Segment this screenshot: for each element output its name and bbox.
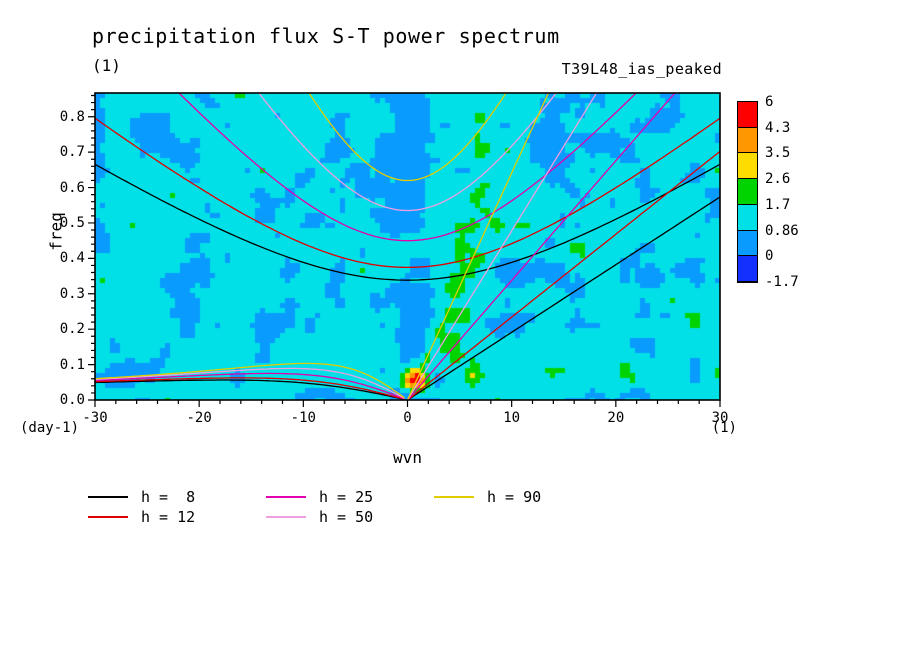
legend-label: h = 12 bbox=[141, 508, 196, 526]
colorbar-label: 6 bbox=[765, 94, 774, 110]
legend-label: h = 50 bbox=[319, 508, 374, 526]
y-tick-label: 0.0 bbox=[59, 392, 85, 408]
colorbar-label: 3.5 bbox=[765, 145, 791, 162]
y-tick-label: 0.1 bbox=[59, 356, 85, 373]
x-tick-label: 20 bbox=[607, 410, 625, 426]
colorbar-label: -1.7 bbox=[765, 274, 799, 290]
legend-label: h = 90 bbox=[487, 488, 542, 506]
y-axis-unit: (day-1) bbox=[20, 420, 80, 436]
legend-label: h = 25 bbox=[319, 488, 374, 506]
colorbar: 6 4.3 3.5 2.6 1.7 0.86 0 -1.7 bbox=[737, 94, 799, 290]
x-tick-label: -10 bbox=[290, 410, 316, 426]
y-tick-label: 0.3 bbox=[59, 285, 85, 302]
x-tick-label: 30 bbox=[711, 410, 729, 426]
legend-entry: h = 90 bbox=[434, 488, 542, 506]
colorbar-label: 4.3 bbox=[765, 119, 791, 136]
legend-entry: h = 25 bbox=[266, 488, 374, 506]
colorbar-cell bbox=[738, 230, 757, 257]
legend-label: h = 8 bbox=[141, 488, 196, 506]
x-axis-label: wvn bbox=[393, 448, 422, 467]
colorbar-cell bbox=[738, 204, 757, 231]
x-axis-unit: (1) bbox=[711, 420, 737, 436]
legend-entry: h = 8 bbox=[88, 488, 196, 506]
x-tick-label: 0 bbox=[403, 410, 412, 426]
colorbar-cell bbox=[738, 256, 757, 282]
legend-entry: h = 50 bbox=[266, 508, 374, 526]
colorbar-cell bbox=[738, 102, 757, 128]
colorbar-cell bbox=[738, 127, 757, 154]
colorbar-cell bbox=[738, 153, 757, 180]
x-tick-label: -30 bbox=[82, 410, 108, 426]
legend-line bbox=[266, 496, 306, 498]
y-tick-label: 0.8 bbox=[59, 108, 85, 125]
colorbar-label: 0.86 bbox=[765, 222, 799, 239]
chart-title-unit: (1) bbox=[92, 56, 121, 75]
colorbar-label: 1.7 bbox=[765, 196, 791, 213]
chart-title: precipitation flux S-T power spectrum bbox=[92, 24, 560, 48]
legend-line bbox=[88, 496, 128, 498]
legend-line bbox=[266, 516, 306, 518]
legend-entry: h = 12 bbox=[88, 508, 196, 526]
colorbar-cell bbox=[738, 179, 757, 205]
colorbar-label: 2.6 bbox=[765, 171, 791, 188]
legend-line bbox=[434, 496, 474, 498]
y-tick-label: 0.5 bbox=[59, 214, 85, 231]
legend-line bbox=[88, 516, 128, 518]
run-label: T39L48_ias_peaked bbox=[561, 60, 722, 78]
y-tick-label: 0.6 bbox=[59, 179, 85, 196]
x-tick-label: -20 bbox=[186, 410, 212, 426]
x-tick-label: 10 bbox=[503, 410, 521, 426]
colorbar-label: 0 bbox=[765, 248, 774, 265]
y-tick-label: 0.7 bbox=[59, 144, 85, 161]
y-tick-label: 0.4 bbox=[59, 250, 85, 267]
y-tick-label: 0.2 bbox=[59, 321, 85, 338]
